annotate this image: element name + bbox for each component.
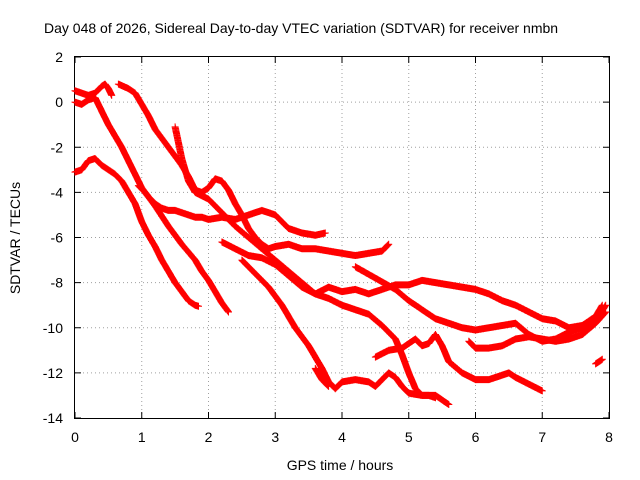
data-point-markers	[465, 308, 610, 352]
x-tick-label: 1	[138, 429, 146, 445]
y-tick-label: -14	[43, 410, 63, 426]
plot-frame	[74, 56, 610, 419]
data-point-markers	[134, 182, 232, 316]
tick-layer: 0 1 2 3 4 5 6 7 8 2 0 -2 -4 -6 -8 -10 -12 -14	[43, 49, 613, 445]
data-point-markers	[592, 355, 606, 368]
y-tick-label: -8	[51, 275, 64, 291]
x-tick-label: 8	[605, 429, 613, 445]
y-tick-label: -10	[43, 320, 63, 336]
chart-title: Day 048 of 2026, Sidereal Day-to-day VTE…	[44, 20, 558, 36]
data-point-markers	[171, 123, 453, 408]
x-tick-label: 3	[271, 429, 279, 445]
series-arc1	[71, 155, 202, 310]
series-arc7	[218, 238, 606, 332]
x-tick-label: 7	[538, 429, 546, 445]
series-arc2	[71, 80, 116, 99]
data-point-markers	[114, 80, 393, 259]
data-points-layer	[71, 80, 610, 408]
series-arc6	[171, 123, 453, 408]
series-arc5	[134, 182, 232, 316]
y-tick-label: -4	[51, 184, 64, 200]
series-arc8	[238, 256, 439, 402]
x-tick-label: 0	[71, 429, 79, 445]
x-tick-label: 2	[205, 429, 213, 445]
y-tick-label: 0	[55, 94, 63, 110]
series-arc13	[592, 355, 606, 368]
series-arc9	[311, 364, 333, 390]
x-tick-label: 5	[405, 429, 413, 445]
data-point-markers	[71, 155, 202, 310]
y-tick-label: 2	[55, 49, 63, 65]
y-tick-label: -12	[43, 365, 63, 381]
x-tick-label: 4	[338, 429, 346, 445]
y-axis-label: SDTVAR / TECUs	[7, 182, 23, 294]
series-arc3	[71, 94, 329, 239]
y-tick-label: -2	[51, 139, 64, 155]
x-tick-label: 6	[472, 429, 480, 445]
data-point-markers	[71, 80, 116, 99]
series-arc12	[465, 308, 610, 352]
data-point-markers	[311, 364, 333, 390]
y-tick-label: -6	[51, 230, 64, 246]
data-point-markers	[71, 94, 329, 239]
data-point-markers	[371, 331, 546, 395]
data-point-markers	[218, 238, 606, 332]
series-arc4	[114, 80, 393, 259]
x-axis-label: GPS time / hours	[287, 457, 394, 473]
series-arc11	[371, 331, 546, 395]
grid-layer	[75, 57, 609, 418]
data-point-markers	[238, 256, 439, 402]
